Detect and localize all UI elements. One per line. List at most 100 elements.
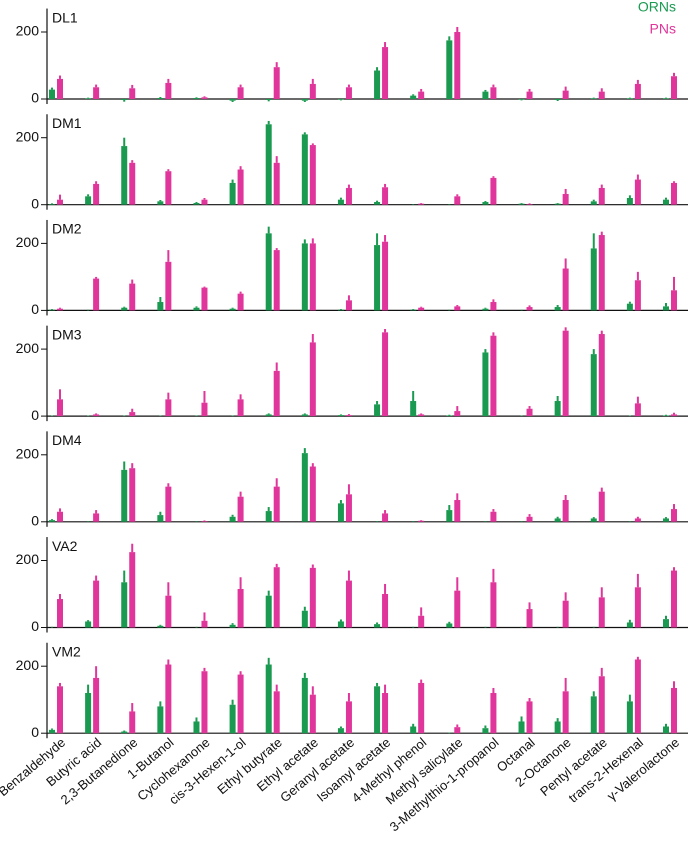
- bar: [526, 91, 533, 99]
- bar: [237, 588, 244, 628]
- bar: [49, 204, 55, 205]
- bar: [374, 245, 381, 311]
- bar: [590, 518, 597, 522]
- bar: [446, 40, 453, 99]
- y-tick-label: 0: [31, 90, 39, 106]
- bar: [634, 518, 641, 522]
- bar: [165, 399, 172, 417]
- bar: [337, 309, 344, 311]
- bar: [309, 694, 316, 734]
- bar: [454, 500, 461, 522]
- bar: [193, 203, 200, 205]
- bar: [229, 182, 236, 205]
- bar: [237, 399, 244, 417]
- bar: [301, 134, 308, 205]
- bar: [85, 98, 92, 99]
- bar: [157, 97, 164, 99]
- bar: [121, 146, 128, 205]
- bar: [337, 199, 344, 205]
- bar: [634, 83, 641, 99]
- bar: [446, 415, 453, 417]
- bar: [382, 187, 389, 205]
- bar: [273, 250, 280, 311]
- bar: [345, 87, 352, 99]
- bar: [193, 721, 200, 734]
- bar: [482, 91, 489, 99]
- bar: [446, 510, 453, 522]
- bar: [157, 201, 164, 205]
- bar: [382, 47, 389, 99]
- bar: [345, 415, 352, 417]
- bar: [301, 610, 308, 628]
- bar: [526, 204, 533, 205]
- bar: [345, 494, 352, 522]
- bar: [526, 307, 533, 311]
- bar: [382, 693, 389, 734]
- bar: [337, 415, 344, 417]
- y-tick-label: 0: [31, 513, 39, 529]
- bar: [634, 280, 641, 311]
- bar: [454, 196, 461, 205]
- bar: [309, 83, 316, 99]
- bar: [663, 518, 669, 522]
- y-tick-label: 0: [31, 195, 39, 211]
- bar: [410, 401, 417, 417]
- bar: [562, 600, 569, 628]
- bar: [121, 99, 128, 101]
- bar: [201, 199, 208, 205]
- bar: [273, 162, 280, 205]
- bar: [157, 302, 164, 311]
- bar: [129, 88, 136, 99]
- bar: [418, 91, 425, 99]
- panel-title: VM2: [52, 643, 81, 659]
- bar: [93, 513, 100, 522]
- bar: [345, 300, 352, 311]
- bar: [301, 243, 308, 311]
- bar: [121, 469, 128, 522]
- bar: [345, 580, 352, 628]
- y-tick-label: 200: [16, 340, 40, 356]
- bar: [598, 491, 605, 522]
- panel-title: DM1: [52, 115, 82, 131]
- bar: [418, 203, 425, 205]
- bar: [201, 521, 208, 522]
- bar: [590, 201, 597, 205]
- y-tick-label: 200: [16, 23, 40, 39]
- bar: [626, 98, 633, 99]
- bar: [410, 309, 417, 311]
- bar: [345, 701, 352, 734]
- bar: [482, 202, 489, 205]
- bar: [265, 511, 272, 522]
- bar: [93, 414, 100, 417]
- bar: [634, 659, 641, 734]
- bar: [49, 729, 55, 734]
- bar: [165, 82, 172, 99]
- legend-label: ORNs: [638, 0, 676, 15]
- bar: [374, 624, 381, 628]
- bar: [165, 486, 172, 522]
- bar: [410, 726, 417, 734]
- bar: [193, 307, 200, 311]
- bar: [382, 241, 389, 311]
- bar: [418, 520, 425, 522]
- bar: [554, 401, 561, 417]
- bar: [518, 99, 525, 100]
- panel-title: DL1: [52, 9, 78, 25]
- bar: [490, 335, 497, 417]
- bar: [454, 32, 461, 99]
- bar: [201, 287, 208, 311]
- bar: [663, 619, 669, 628]
- bar: [554, 518, 561, 522]
- bar: [418, 682, 425, 734]
- bar: [157, 625, 164, 628]
- bar: [265, 595, 272, 628]
- bar: [562, 193, 569, 205]
- bar: [273, 567, 280, 628]
- bar: [598, 597, 605, 628]
- bar: [201, 97, 208, 99]
- bar: [374, 404, 381, 417]
- bar: [490, 302, 497, 311]
- bar: [229, 99, 236, 101]
- bar: [201, 671, 208, 734]
